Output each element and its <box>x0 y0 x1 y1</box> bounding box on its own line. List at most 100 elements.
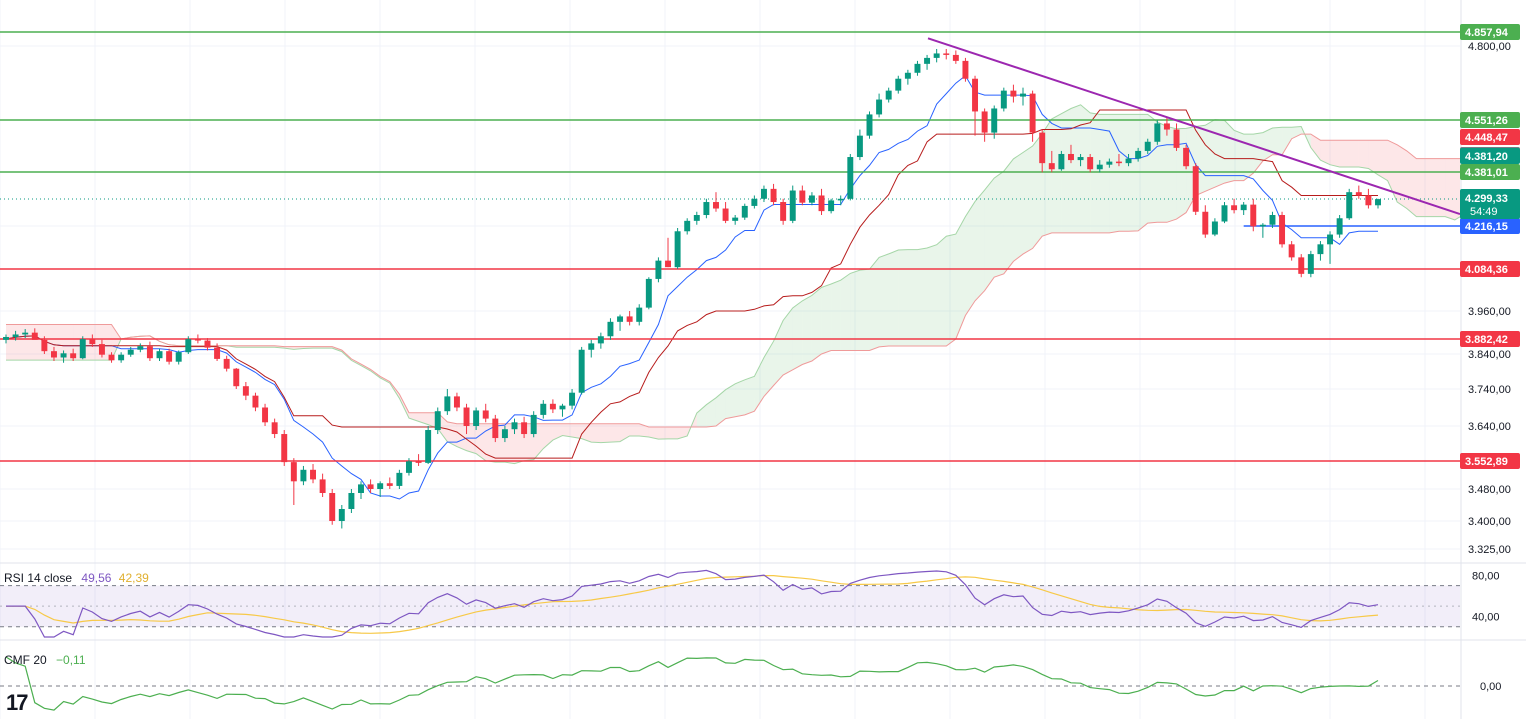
candle-body <box>300 469 307 482</box>
rsi-pane[interactable] <box>0 569 1460 638</box>
cloud-segment <box>1454 158 1460 220</box>
candle-body <box>559 405 566 410</box>
candle-body <box>636 307 643 322</box>
cloud-segment <box>1051 113 1062 233</box>
candle-body <box>425 430 432 463</box>
cloud-segment <box>936 236 947 347</box>
candle-body <box>1135 150 1142 159</box>
candle-body <box>732 217 739 221</box>
candle-body <box>1327 234 1334 245</box>
rsi-legend-label: RSI 14 close <box>4 571 73 585</box>
candle-body <box>760 188 767 199</box>
candle-body <box>1000 90 1007 109</box>
rsi-legend[interactable]: RSI 14 close 49,56 42,39 <box>4 571 149 585</box>
candle-body <box>137 346 144 350</box>
cloud-segment <box>859 269 870 351</box>
cloud-segment <box>1061 108 1071 233</box>
cloud-segment <box>15 324 26 361</box>
cloud-segment <box>466 423 477 454</box>
cloud-segment <box>994 171 1004 278</box>
candle-body <box>645 278 652 308</box>
level-price-tag-bg <box>1460 164 1520 180</box>
candle-body <box>348 493 355 509</box>
cloud-segment <box>1080 104 1091 233</box>
level-price-tag-bg <box>1460 112 1520 128</box>
cloud-segment <box>879 253 889 347</box>
cloud-segment <box>456 423 467 451</box>
cmf-legend-label: CMF 20 <box>4 653 47 667</box>
candle-body <box>1077 157 1084 161</box>
price-axis[interactable]: 4.800,00 3.960,00 3.840,00 3.740,00 3.640,00… <box>1468 41 1511 693</box>
cloud-segment <box>1387 140 1398 203</box>
cloud-segment <box>1310 134 1321 161</box>
cloud-segment <box>639 423 649 438</box>
cloud-segment <box>965 201 976 316</box>
cloud-segment <box>6 324 16 361</box>
candle-body <box>713 202 719 209</box>
cloud-segment <box>946 234 956 347</box>
candle-body <box>1029 93 1036 133</box>
candle-body <box>1087 157 1094 170</box>
candle-body <box>780 202 787 221</box>
cloud-segment <box>629 423 640 437</box>
cloud-segment <box>552 423 563 441</box>
cloud-segment <box>888 250 899 347</box>
candle-body <box>1010 90 1017 97</box>
cloud-segment <box>975 190 985 301</box>
candle-body <box>789 190 796 221</box>
candle-body <box>473 410 480 426</box>
candle-body <box>914 63 921 73</box>
kijun-line <box>5 109 1378 459</box>
indicator-price-tag-bg <box>1460 148 1520 164</box>
countdown-label: 54:49 <box>1470 206 1498 218</box>
candle-body <box>540 403 547 415</box>
candle-body <box>3 336 9 340</box>
candle-body <box>1259 224 1266 227</box>
candle-body <box>290 462 297 482</box>
candle-body <box>1048 163 1055 170</box>
candle-body <box>319 479 326 493</box>
tradingview-logo-icon[interactable]: 17 <box>6 690 29 715</box>
trendlines[interactable] <box>927 37 1461 215</box>
cmf-legend[interactable]: CMF 20 −0,11 <box>4 653 86 667</box>
candle-body <box>991 108 998 133</box>
cloud-segment <box>1234 130 1244 181</box>
candle-body <box>904 72 911 79</box>
candle-body <box>578 349 585 393</box>
candle-body <box>194 339 201 341</box>
cloud-segment <box>725 383 736 419</box>
cloud-segment <box>1291 126 1302 139</box>
cloud-segment <box>907 249 918 347</box>
cloud-segment <box>850 270 860 351</box>
cloud-segment <box>600 423 611 443</box>
cloud-segment <box>792 300 803 370</box>
cloud-segment <box>1023 145 1033 255</box>
last-price-tag-bg <box>1460 189 1520 219</box>
candle-body <box>185 339 192 353</box>
cmf-pane[interactable] <box>0 656 1460 711</box>
candle-body <box>1279 215 1286 245</box>
candle-body <box>866 114 873 136</box>
cloud-segment <box>1406 150 1417 217</box>
cloud-segment <box>763 341 774 397</box>
indicator-price-tag: 4.381,20 <box>1465 151 1508 163</box>
candle-body <box>1068 153 1074 161</box>
candle-body <box>1106 161 1113 165</box>
rsi-axis-tick-label: 40,00 <box>1472 611 1500 623</box>
cloud-segment <box>735 379 745 417</box>
candle-body <box>1336 218 1343 235</box>
candle-body <box>127 349 134 355</box>
cloud-segment <box>1397 144 1407 209</box>
candle-body <box>262 407 269 423</box>
cloud-segment <box>1253 132 1263 174</box>
price-axis-tick-label: 3.640,00 <box>1468 421 1511 433</box>
candles[interactable] <box>3 48 1381 529</box>
candle-body <box>933 53 940 58</box>
candle-body <box>1192 166 1199 212</box>
candle-body <box>1365 195 1372 206</box>
rsi-axis-tick-label: 80,00 <box>1472 570 1500 582</box>
price-axis-tick-label: 3.740,00 <box>1468 384 1511 396</box>
candle-body <box>271 422 278 435</box>
